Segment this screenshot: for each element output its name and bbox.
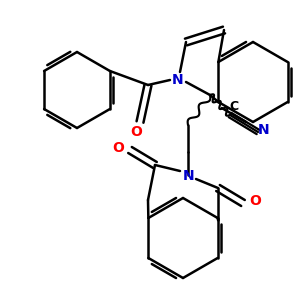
Text: C: C [230, 100, 238, 113]
Text: O: O [249, 194, 261, 208]
Text: O: O [112, 141, 124, 155]
Text: N: N [258, 123, 270, 137]
Text: O: O [130, 125, 142, 139]
Text: N: N [183, 169, 195, 183]
Text: N: N [172, 73, 184, 87]
